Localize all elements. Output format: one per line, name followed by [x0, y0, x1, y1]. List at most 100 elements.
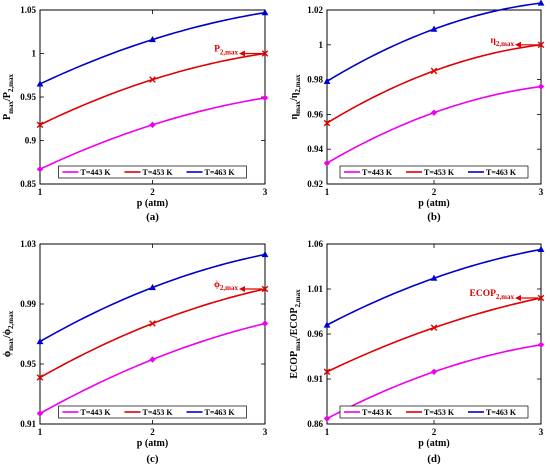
annotation-arrow-head — [515, 295, 521, 301]
y-tick-label: 1.02 — [307, 5, 323, 15]
annotation-label-sub: 2,max — [496, 293, 515, 301]
y-tick-label: 1.06 — [307, 239, 323, 249]
series-line-453 — [39, 288, 266, 379]
y-tick-label: 0.95 — [20, 359, 36, 369]
annotation-label: η2,max — [491, 36, 515, 48]
y-tick-label: 1 — [319, 40, 324, 50]
data-point-443-3 — [537, 83, 545, 90]
data-point-453-2 — [149, 320, 156, 327]
x-tick-label: 3 — [539, 187, 544, 197]
data-point-463-2 — [430, 274, 438, 281]
legend-entry-453: T=453 K — [424, 168, 455, 177]
legend-box — [339, 165, 529, 179]
chart-panel-d: 0.860.910.961.011.061 2 3p (atm)ECOPmax/EC… — [289, 239, 545, 465]
y-tick-label: 0.86 — [307, 419, 323, 429]
y-tick-label: 1.01 — [307, 284, 323, 294]
data-point-453-3 — [537, 294, 545, 302]
y-tick-label: 0.91 — [20, 419, 36, 429]
panel-label: (c) — [146, 453, 159, 465]
data-point-443-1 — [323, 415, 331, 422]
y-axis-label-main: ϕ — [2, 351, 13, 357]
data-point-463-3 — [537, 245, 545, 252]
y-tick-label: 0.96 — [307, 109, 323, 119]
x-tick-label: 1 — [38, 427, 43, 437]
annotation-label-sub: 2,max — [496, 40, 515, 48]
data-point-443-3 — [537, 341, 545, 348]
y-axis-label-sep: /η — [289, 92, 300, 102]
legend-box — [58, 165, 247, 179]
y-axis-label-sub2: 2,max — [294, 74, 302, 93]
y-axis-label-main: ECOP — [289, 351, 300, 379]
data-point-443-2 — [149, 121, 156, 129]
y-axis-label: ηmax/η2,max — [289, 74, 302, 120]
y-tick-label: 1.03 — [20, 239, 36, 249]
x-axis-label: p (atm) — [418, 198, 449, 209]
legend: T=443 K T=453 K T=463 K — [58, 165, 247, 179]
y-axis-label-sep: /ECOP — [289, 307, 300, 339]
data-point-453-1 — [36, 374, 44, 381]
data-point-453-2 — [430, 324, 438, 331]
y-axis-label-sub2: 2,max — [7, 310, 15, 329]
y-tick-label: 0.95 — [20, 92, 36, 102]
y-axis-label-sub: max — [7, 338, 15, 351]
annotation-label-main: P — [214, 45, 220, 55]
annotation-arrow-head — [515, 41, 521, 48]
data-point-463-1 — [36, 80, 44, 87]
data-point-463-2 — [430, 25, 438, 32]
x-tick-label: 1 — [325, 427, 330, 437]
data-point-463-1 — [323, 321, 331, 328]
x-tick-label: 2 — [432, 427, 437, 437]
annotation-label-sub: 2,max — [220, 284, 239, 292]
panel-label: (a) — [146, 211, 159, 223]
x-tick-label: 3 — [539, 427, 544, 437]
x-tick-label: 2 — [150, 187, 155, 197]
legend-entry-463: T=463 K — [205, 168, 236, 177]
data-point-463-2 — [149, 283, 156, 291]
legend-entry-443: T=443 K — [362, 168, 393, 177]
y-axis-label-sub2: 2,max — [7, 74, 15, 93]
data-point-443-1 — [36, 166, 44, 173]
y-axis-label-sub2: 2,max — [294, 289, 302, 308]
x-tick-label: 3 — [263, 427, 268, 437]
data-point-453-3 — [261, 285, 269, 293]
x-tick-label: 2 — [150, 427, 155, 437]
annotation-label: ECOP2,max — [470, 289, 515, 301]
legend-entry-443: T=443 K — [362, 408, 393, 417]
y-axis-label-main: η — [289, 114, 300, 120]
plot-frame — [326, 243, 542, 425]
data-point-443-3 — [261, 94, 269, 102]
data-point-463-3 — [537, 0, 545, 6]
data-point-443-2 — [149, 356, 156, 363]
data-point-453-2 — [149, 76, 156, 83]
data-point-463-3 — [261, 9, 269, 16]
series-line-443 — [326, 85, 542, 164]
y-axis-label-sub: max — [294, 338, 302, 351]
y-axis-label-sub: max — [7, 101, 15, 114]
chart-panel-c: 0.910.950.991.031 2 3p (atm)ϕmax/ϕ2,maxϕ2,… — [2, 239, 269, 465]
data-point-443-2 — [430, 109, 438, 116]
annotation-label-main: ϕ — [214, 280, 220, 290]
legend-entry-463: T=463 K — [486, 168, 517, 177]
y-axis-label: ϕmax/ϕ2,max — [2, 310, 15, 357]
y-axis-label-main: P — [2, 114, 13, 120]
data-point-443-3 — [261, 320, 269, 327]
data-point-463-1 — [323, 77, 331, 84]
series-line-463 — [326, 248, 542, 326]
panel-label: (d) — [427, 453, 441, 465]
annotation-arrow-head — [239, 50, 245, 57]
legend-entry-443: T=443 K — [81, 168, 112, 177]
y-tick-label: 0.98 — [307, 75, 323, 85]
x-axis-label: p (atm) — [137, 198, 168, 209]
y-tick-label: 0.85 — [20, 179, 36, 189]
x-tick-label: 3 — [263, 187, 268, 197]
y-axis-label-sep: /P — [2, 92, 13, 102]
annotation-label: ϕ2,max — [214, 280, 239, 292]
data-point-453-3 — [537, 41, 545, 49]
x-tick-label: 1 — [325, 187, 330, 197]
legend-entry-453: T=453 K — [143, 168, 174, 177]
y-tick-label: 0.91 — [307, 374, 323, 384]
x-axis-label: p (atm) — [418, 438, 449, 449]
x-tick-label: 1 — [38, 187, 43, 197]
data-point-443-1 — [323, 159, 331, 167]
